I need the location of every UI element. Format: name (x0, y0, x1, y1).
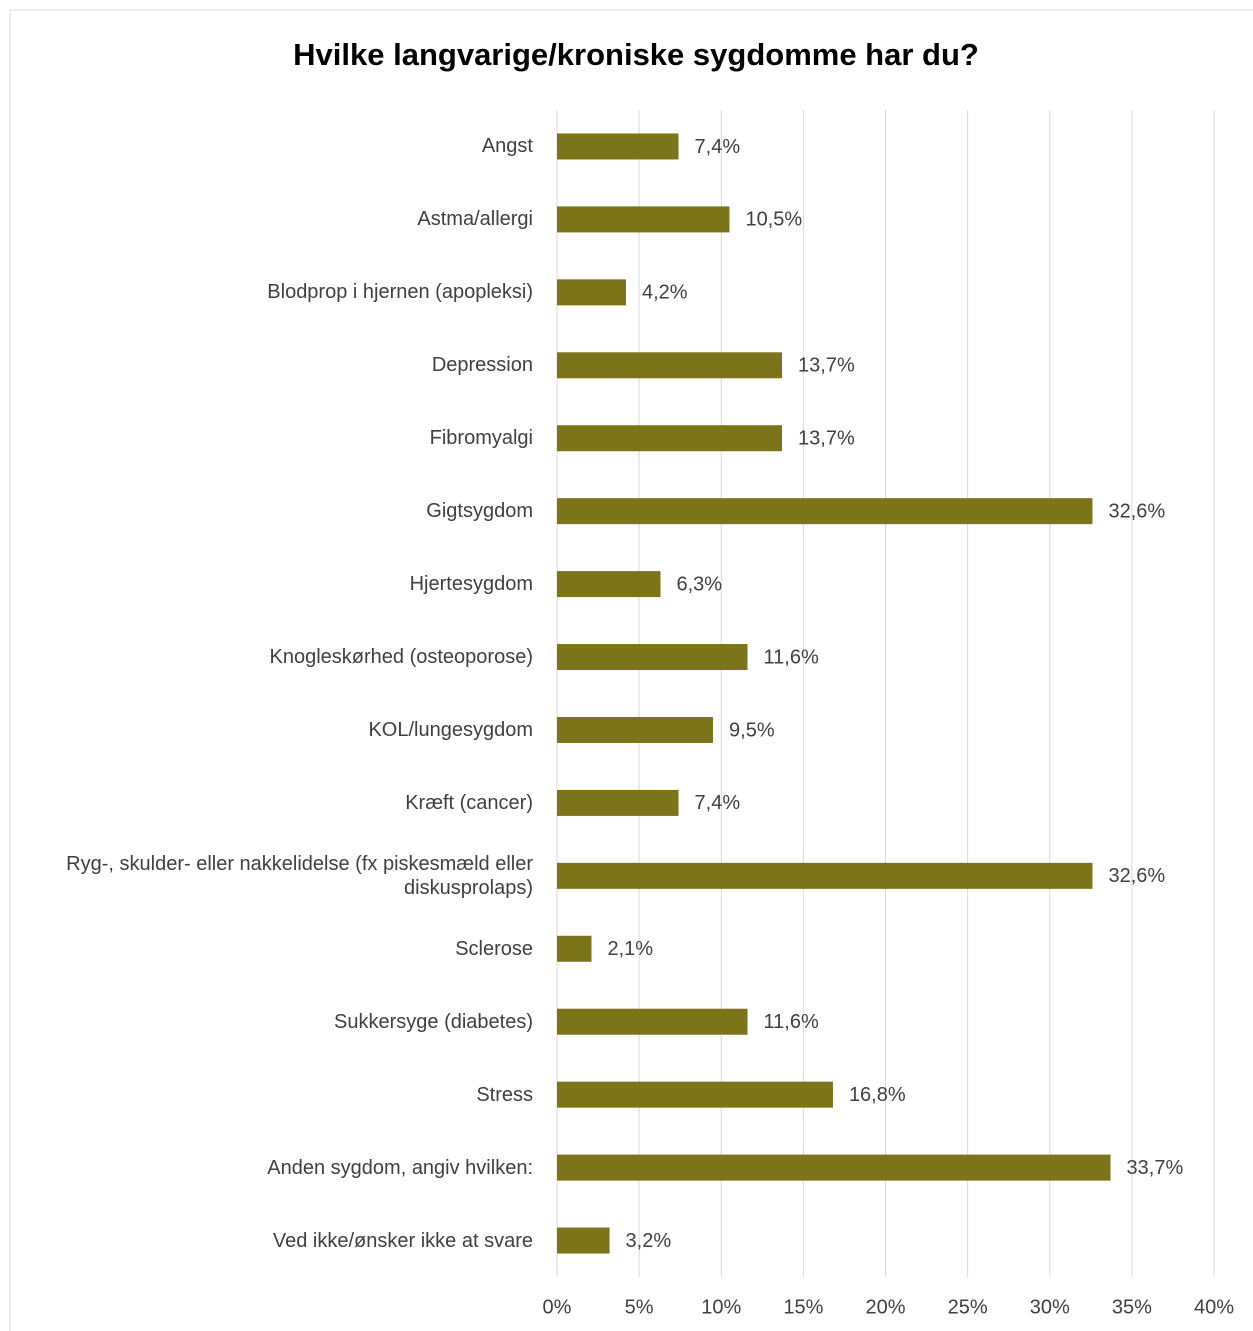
bar (557, 1154, 1111, 1181)
x-tick-label: 0% (543, 1296, 572, 1318)
y-tick-label: Depression (431, 354, 533, 377)
y-tick-label: Kræft (cancer) (405, 791, 533, 814)
bar (557, 644, 748, 671)
chart-title: Hvilke langvarige/kroniske sygdomme har … (293, 37, 979, 72)
data-label: 11,6% (764, 646, 819, 668)
bar (557, 279, 626, 306)
y-tick-label: Stress (476, 1083, 533, 1106)
y-tick-label: KOL/lungesygdom (368, 718, 533, 741)
y-tick-label: Fibromyalgi (429, 427, 533, 450)
data-label: 3,2% (626, 1230, 672, 1252)
y-tick-label: Gigtsygdom (426, 500, 533, 523)
data-label: 32,6% (1108, 865, 1165, 887)
x-tick-label: 30% (1030, 1296, 1070, 1318)
data-label: 13,7% (798, 428, 855, 450)
bar (557, 425, 783, 452)
x-tick-label: 10% (701, 1296, 741, 1318)
data-label: 16,8% (849, 1084, 906, 1106)
x-tick-label: 20% (865, 1296, 905, 1318)
data-label: 7,4% (695, 136, 741, 158)
y-tick-label: Astma/allergi (417, 208, 533, 231)
bar (557, 206, 730, 233)
bar (557, 1081, 833, 1108)
bar (557, 571, 661, 598)
y-tick-label: Sclerose (455, 937, 533, 960)
data-label: 7,4% (695, 792, 741, 814)
bar (557, 935, 592, 962)
bar (557, 133, 679, 160)
x-tick-label: 5% (625, 1296, 654, 1318)
data-label: 4,2% (642, 282, 688, 304)
data-label: 10,5% (745, 209, 802, 231)
data-label: 2,1% (607, 938, 653, 960)
y-tick-label: Blodprop i hjernen (apopleksi) (267, 281, 533, 304)
data-label: 11,6% (764, 1011, 819, 1033)
bar (557, 498, 1093, 525)
bar (557, 1227, 610, 1254)
chart-border (9, 9, 1253, 1331)
data-label: 9,5% (729, 719, 775, 741)
y-tick-label: Hjertesygdom (409, 573, 533, 596)
bar (557, 862, 1093, 889)
y-tick-label: Knogleskørhed (osteoporose) (269, 646, 533, 669)
y-tick-label: Ryg-, skulder- eller nakkelidelse (fx pi… (66, 852, 533, 899)
y-tick-label: Angst (481, 135, 533, 158)
bar (557, 1008, 748, 1035)
x-tick-label: 35% (1112, 1296, 1152, 1318)
y-tick-label: Anden sygdom, angiv hvilken: (267, 1156, 533, 1179)
data-label: 6,3% (676, 573, 722, 595)
y-tick-label: Sukkersyge (diabetes) (334, 1010, 533, 1033)
x-tick-label: 25% (948, 1296, 988, 1318)
data-label: 32,6% (1108, 500, 1165, 522)
x-tick-label: 15% (783, 1296, 823, 1318)
bar (557, 789, 679, 816)
y-tick-label: Ved ikke/ønsker ikke at svare (272, 1229, 533, 1252)
x-tick-label: 40% (1194, 1296, 1234, 1318)
bar (557, 352, 783, 379)
data-label: 33,7% (1127, 1157, 1184, 1179)
bar (557, 716, 714, 743)
data-label: 13,7% (798, 355, 855, 377)
